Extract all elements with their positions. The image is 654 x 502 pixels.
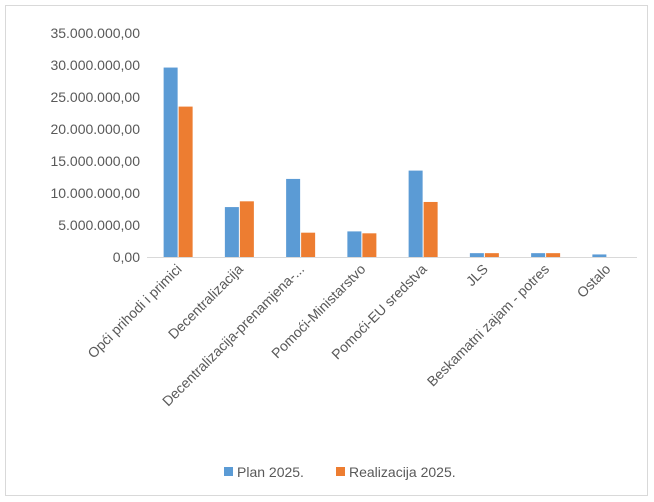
chart-frame bbox=[5, 5, 648, 496]
bar-plan bbox=[531, 253, 546, 257]
x-category-label: Ostalo bbox=[574, 261, 614, 301]
bar-plan bbox=[408, 170, 423, 257]
y-tick-label: 25.000.000,00 bbox=[50, 89, 140, 105]
x-category-label: Opći prihodi i primici bbox=[84, 261, 184, 361]
bar-realizacija bbox=[484, 253, 499, 257]
bar-plan bbox=[592, 254, 607, 257]
bar-plan bbox=[163, 67, 178, 257]
bar-realizacija bbox=[239, 201, 254, 257]
y-tick-label: 35.000.000,00 bbox=[50, 25, 140, 41]
y-tick-label: 15.000.000,00 bbox=[50, 153, 140, 169]
legend-label: Plan 2025. bbox=[237, 464, 304, 480]
x-axis-labels: Opći prihodi i primiciDecentralizacijaDe… bbox=[84, 261, 613, 409]
x-category-label: Beskamatni zajam - potres bbox=[424, 261, 553, 390]
bar-realizacija bbox=[362, 233, 377, 257]
bars bbox=[163, 67, 607, 257]
legend: Plan 2025. Realizacija 2025. bbox=[224, 464, 456, 480]
bar-plan bbox=[347, 231, 362, 257]
legend-swatch bbox=[224, 467, 233, 476]
y-axis-labels: 0,00 5.000.000,00 10.000.000,00 15.000.000,… bbox=[50, 25, 140, 265]
bar-plan bbox=[224, 207, 239, 257]
y-tick-label: 20.000.000,00 bbox=[50, 121, 140, 137]
y-tick-label: 30.000.000,00 bbox=[50, 57, 140, 73]
bar-realizacija bbox=[178, 106, 193, 257]
y-tick-label: 5.000.000,00 bbox=[58, 217, 140, 233]
y-tick-label: 10.000.000,00 bbox=[50, 185, 140, 201]
legend-label: Realizacija 2025. bbox=[349, 464, 456, 480]
bar-realizacija bbox=[301, 232, 316, 257]
bar-plan bbox=[469, 253, 484, 257]
x-category-label: JLS bbox=[463, 261, 491, 289]
bar-realizacija bbox=[546, 253, 561, 257]
y-tick-label: 0,00 bbox=[113, 249, 140, 265]
bar-plan bbox=[286, 178, 301, 257]
legend-swatch bbox=[336, 467, 345, 476]
bar-realizacija bbox=[423, 201, 438, 257]
